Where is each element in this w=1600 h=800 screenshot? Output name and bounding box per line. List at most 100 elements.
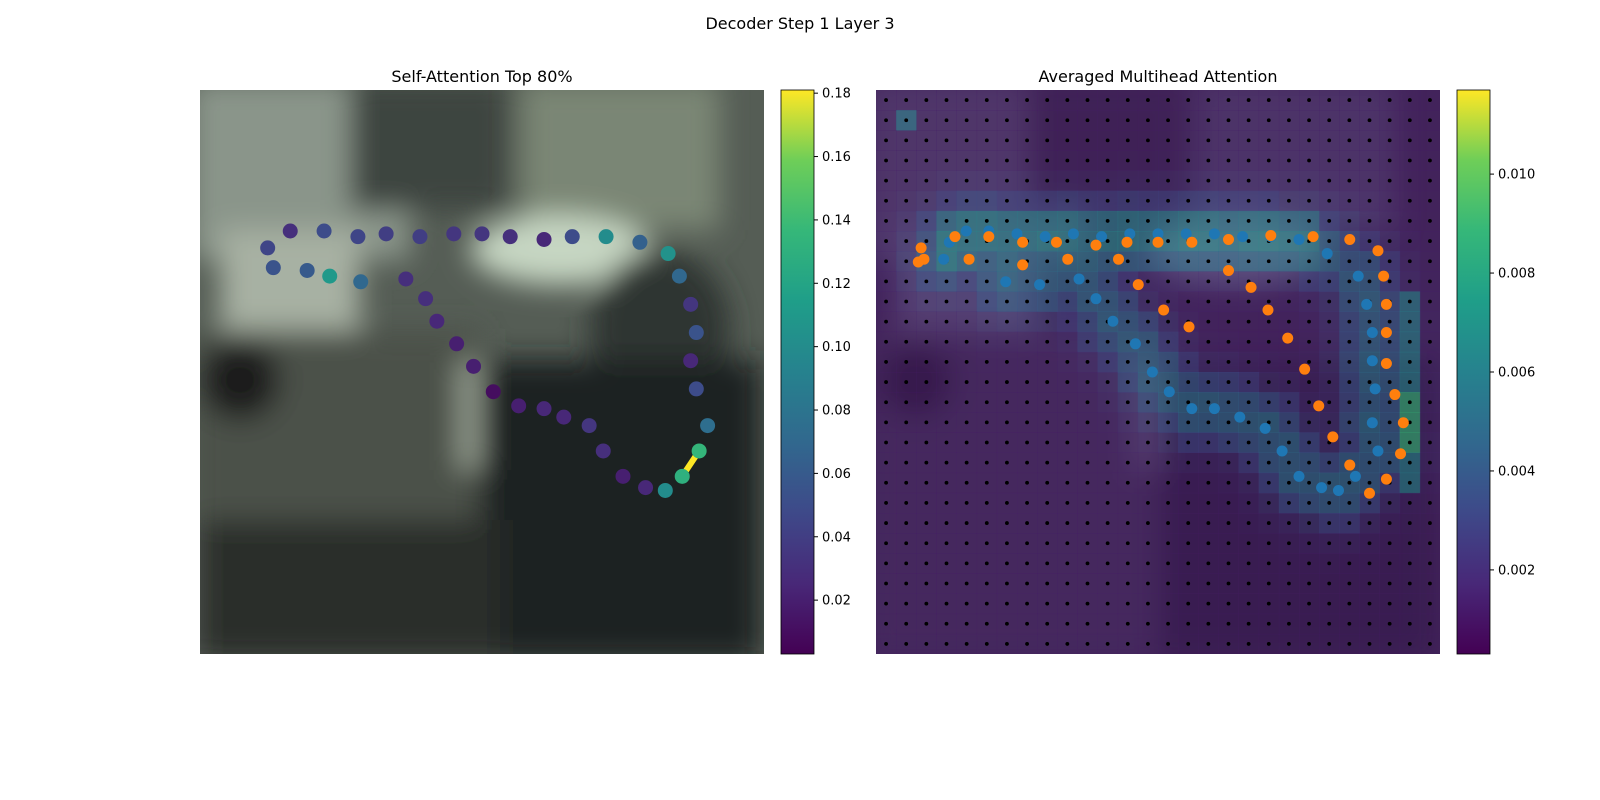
attention-point — [581, 418, 597, 434]
grid-dot — [1186, 601, 1191, 606]
grid-dot — [944, 198, 949, 203]
grid-dot — [1045, 460, 1050, 465]
grid-dot — [984, 158, 989, 163]
grid-dot — [1065, 239, 1070, 243]
grid-dot — [1206, 158, 1211, 163]
grid-dot — [884, 178, 888, 183]
grid-dot — [1226, 98, 1231, 102]
grid-dot — [1206, 98, 1211, 102]
grid-dot — [944, 158, 949, 163]
orange-point — [1113, 253, 1125, 265]
grid-dot — [1105, 621, 1110, 626]
grid-dot — [1186, 339, 1191, 344]
blue-point — [1316, 482, 1328, 494]
grid-dot — [1125, 118, 1130, 123]
grid-dot — [1367, 460, 1372, 465]
grid-dot — [924, 198, 929, 203]
grid-dot — [1166, 501, 1170, 505]
grid-dot — [1045, 440, 1050, 445]
blue-point — [1067, 228, 1079, 240]
grid-dot — [1407, 198, 1412, 203]
grid-dot — [1266, 279, 1271, 284]
grid-dot — [1005, 581, 1009, 586]
grid-dot — [904, 158, 909, 163]
grid-dot — [1065, 642, 1070, 646]
orange-point — [1364, 487, 1375, 499]
grid-dot — [1025, 501, 1029, 505]
grid-dot — [1005, 601, 1009, 606]
grid-dot — [944, 561, 949, 566]
grid-dot — [984, 581, 989, 586]
attention-point — [638, 480, 654, 496]
blue-point — [1369, 383, 1381, 395]
grid-dot — [1266, 420, 1271, 425]
grid-dot — [924, 521, 929, 525]
grid-dot — [1025, 198, 1029, 203]
grid-dot — [1125, 380, 1130, 384]
attention-point — [398, 271, 414, 287]
grid-dot — [1387, 501, 1392, 505]
grid-dot — [1125, 279, 1130, 284]
grid-dot — [944, 440, 949, 445]
grid-dot — [1005, 198, 1009, 203]
grid-dot — [1146, 501, 1150, 505]
grid-dot — [1166, 239, 1170, 243]
attention-point — [260, 240, 276, 256]
colorbar-tick-label: 0.02 — [822, 594, 851, 609]
grid-dot — [1266, 460, 1271, 465]
blue-point — [1180, 228, 1192, 240]
grid-dot — [964, 621, 969, 626]
grid-dot — [1347, 440, 1352, 445]
grid-dot — [1428, 440, 1432, 445]
orange-point — [1313, 400, 1325, 412]
grid-dot — [964, 118, 969, 123]
grid-dot — [1005, 239, 1009, 243]
grid-dot — [1105, 339, 1110, 344]
grid-dot — [1105, 521, 1110, 525]
blue-point — [1039, 231, 1051, 243]
blue-point — [1034, 279, 1046, 291]
grid-dot — [1025, 118, 1029, 123]
grid-dot — [1246, 319, 1251, 324]
grid-dot — [1005, 480, 1009, 485]
grid-dot — [1186, 642, 1191, 646]
grid-dot — [1428, 380, 1432, 384]
grid-dot — [1206, 178, 1211, 183]
grid-dot — [1125, 400, 1130, 405]
grid-dot — [1327, 601, 1332, 606]
grid-dot — [1246, 239, 1251, 243]
grid-dot — [984, 561, 989, 566]
grid-dot — [1065, 601, 1070, 606]
grid-dot — [1206, 621, 1211, 626]
grid-dot — [1287, 601, 1291, 606]
attention-point — [412, 229, 428, 245]
grid-dot — [1125, 621, 1130, 626]
grid-dot — [924, 319, 929, 324]
orange-point — [949, 231, 961, 243]
grid-dot — [1367, 561, 1372, 566]
orange-point — [1223, 233, 1234, 245]
grid-dot — [1307, 480, 1311, 485]
orange-point — [1380, 358, 1392, 370]
grid-dot — [984, 138, 989, 143]
grid-dot — [904, 178, 909, 183]
grid-dot — [1266, 561, 1271, 566]
attention-point — [691, 443, 707, 459]
grid-dot — [1065, 198, 1070, 203]
orange-point — [1389, 389, 1401, 401]
grid-dot — [884, 460, 888, 465]
colorbar-tick-label: 0.10 — [822, 340, 851, 355]
grid-dot — [1206, 380, 1211, 384]
grid-dot — [1246, 581, 1251, 586]
colorbar-tick-label: 0.010 — [1498, 168, 1535, 183]
grid-dot — [884, 279, 888, 284]
attention-point — [485, 384, 501, 400]
grid-dot — [1125, 178, 1130, 183]
grid-dot — [1105, 420, 1110, 425]
orange-point — [1062, 253, 1074, 265]
grid-dot — [1367, 279, 1372, 284]
grid-dot — [1105, 239, 1110, 243]
blue-point — [1349, 470, 1361, 482]
grid-dot — [984, 198, 989, 203]
left-colorbar-ticks: 0.02 0.04 0.06 0.08 0.10 0.12 0.14 0.16 0.18 — [814, 87, 851, 609]
